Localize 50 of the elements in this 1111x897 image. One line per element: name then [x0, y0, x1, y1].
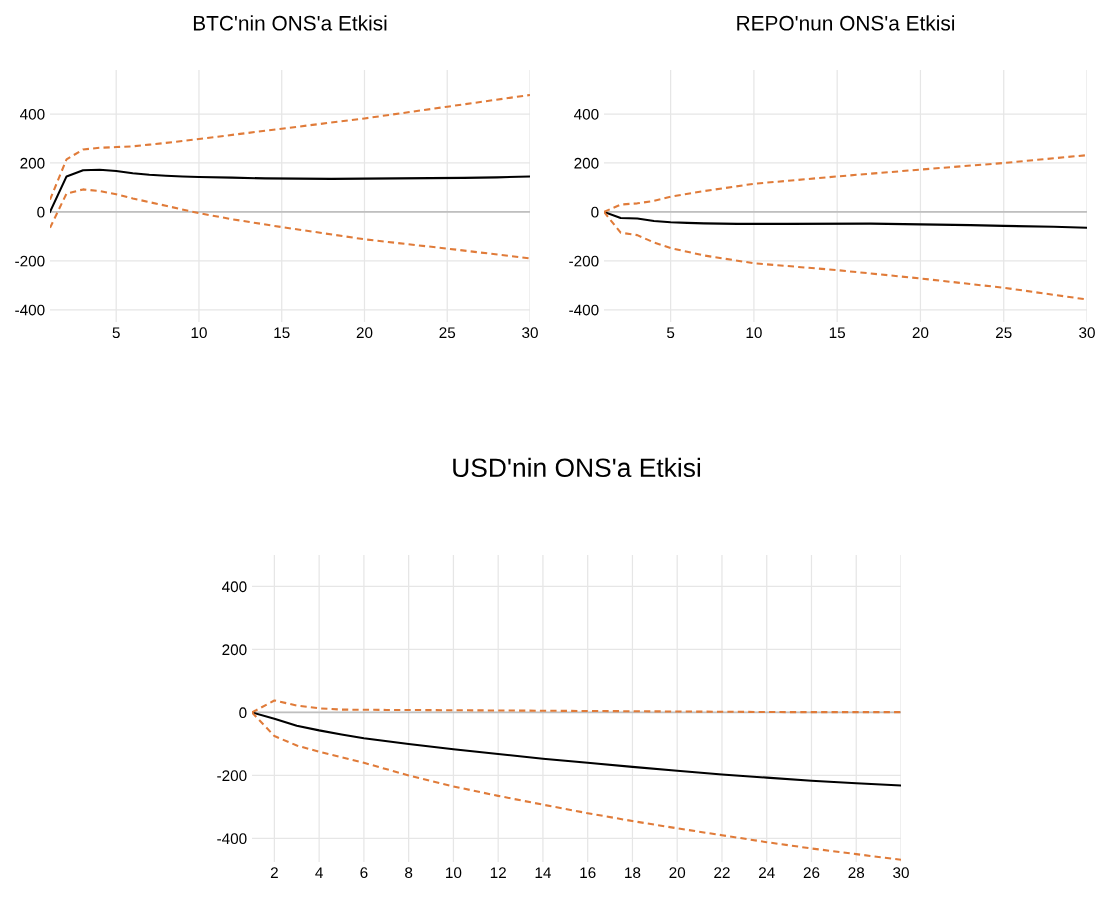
x-tick-label: 26 [803, 867, 820, 879]
x-tick-label: 10 [446, 867, 462, 879]
line-series [50, 188, 530, 260]
x-tick-label: 12 [490, 867, 506, 878]
chart-title: BTC'nin ONS'a Etkisi [193, 15, 387, 31]
chart-title: USD'nin ONS'a Etkisi [453, 457, 701, 478]
y-tick-label: -200 [15, 255, 45, 267]
x-tick-label: 30 [522, 327, 538, 339]
y-tick-label: -200 [569, 255, 599, 267]
y-tick-label: 0 [239, 707, 247, 719]
x-tick-label: 4 [315, 867, 323, 878]
line-series [252, 711, 901, 787]
y-tick-label: 200 [574, 157, 599, 169]
x-tick-label: 8 [405, 867, 413, 879]
x-tick-label: 6 [360, 867, 368, 879]
x-tick-label: 20 [912, 327, 929, 339]
x-tick-label: 15 [829, 327, 846, 339]
x-tick-label: 5 [666, 327, 675, 339]
x-tick-label: 14 [535, 867, 551, 878]
x-tick-label: 25 [996, 327, 1012, 339]
x-tick-label: 10 [191, 327, 207, 339]
y-tick-label: -400 [217, 833, 247, 845]
x-tick-label: 20 [669, 867, 686, 879]
x-tick-label: 16 [580, 867, 596, 879]
x-tick-label: 10 [746, 327, 762, 339]
y-tick-label: 0 [37, 206, 45, 218]
y-tick-label: 400 [222, 581, 247, 593]
y-tick-label: 400 [20, 108, 45, 120]
x-tick-label: 25 [439, 327, 456, 339]
y-tick-label: 400 [574, 108, 599, 120]
x-tick-label: 20 [356, 327, 373, 339]
x-tick-label: 24 [759, 867, 775, 878]
line-series [604, 210, 1087, 229]
chart-title: REPO'nun ONS'a Etkisi [737, 15, 955, 31]
x-tick-label: 18 [625, 867, 641, 879]
y-tick-label: 200 [20, 157, 45, 169]
y-tick-label: 0 [591, 206, 599, 218]
x-tick-label: 2 [270, 867, 278, 878]
line-series [50, 168, 530, 213]
y-tick-label: -400 [15, 304, 45, 316]
x-tick-label: 22 [714, 867, 730, 878]
y-tick-label: -200 [217, 770, 247, 782]
x-tick-label: 15 [274, 327, 290, 339]
y-tick-label: 200 [222, 644, 247, 656]
line-series [50, 93, 530, 201]
x-tick-label: 28 [848, 867, 865, 879]
x-tick-label: 30 [893, 867, 909, 879]
y-tick-label: -400 [569, 304, 599, 316]
x-tick-label: 5 [112, 327, 120, 339]
x-tick-label: 30 [1079, 327, 1095, 339]
